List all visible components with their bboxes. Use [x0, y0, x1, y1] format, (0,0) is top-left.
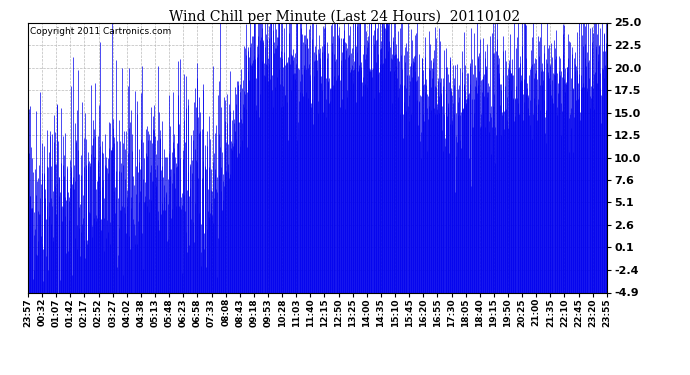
Text: Wind Chill per Minute (Last 24 Hours)  20110102: Wind Chill per Minute (Last 24 Hours) 20… — [170, 9, 520, 24]
Text: Copyright 2011 Cartronics.com: Copyright 2011 Cartronics.com — [30, 27, 172, 36]
